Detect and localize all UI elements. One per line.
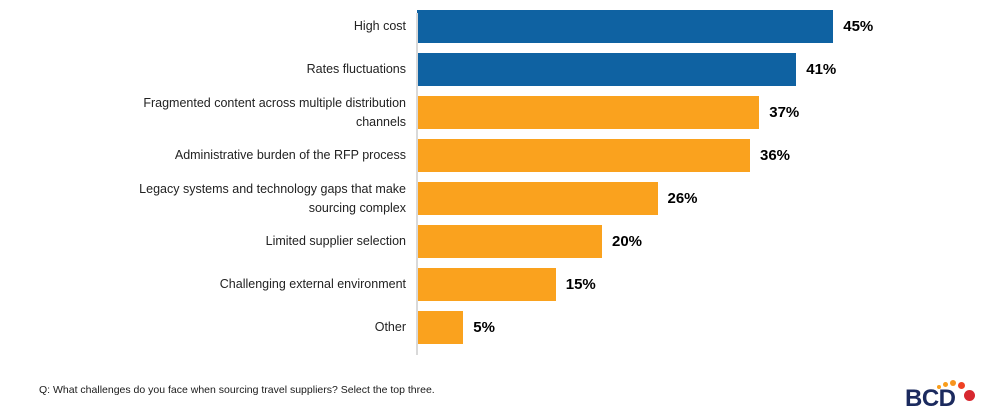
chart-row: Legacy systems and technology gaps that … [0, 177, 985, 220]
value-label: 20% [612, 233, 643, 250]
logo-dot-icon [958, 382, 965, 389]
category-label: Legacy systems and technology gaps that … [139, 181, 406, 215]
bar [417, 182, 658, 215]
logo-dot-icon [950, 380, 956, 386]
bar [417, 10, 834, 43]
chart-row: Administrative burden of the RFP process… [0, 134, 985, 177]
chart-row: High cost 45% [0, 5, 985, 48]
category-label: Limited supplier selection [265, 234, 406, 248]
logo-dot-icon [963, 390, 975, 401]
chart-row: Rates fluctuations 41% [0, 48, 985, 91]
logo-dot-icon [937, 385, 941, 389]
category-label: Administrative burden of the RFP process [174, 148, 406, 162]
chart-row: Limited supplier selection 20% [0, 220, 985, 263]
bcd-logo-text: BCD [905, 385, 956, 412]
axis-line [416, 13, 418, 355]
category-label: Rates fluctuations [306, 62, 406, 76]
survey-question: Q: What challenges do you face when sour… [39, 384, 435, 396]
logo-dot-icon [943, 382, 948, 387]
category-label: High cost [353, 19, 406, 33]
bar [417, 225, 602, 258]
category-label: Fragmented content across multiple distr… [143, 95, 406, 129]
value-label: 15% [565, 276, 596, 293]
value-label: 37% [769, 104, 800, 121]
bar [417, 139, 750, 172]
chart-row: Challenging external environment 15% [0, 263, 985, 306]
value-label: 41% [806, 61, 837, 78]
value-label: 36% [760, 147, 791, 164]
bar [417, 311, 464, 344]
value-label: 45% [843, 18, 874, 35]
chart-row: Other 5% [0, 306, 985, 349]
bar [417, 268, 556, 301]
category-label: Challenging external environment [219, 277, 406, 291]
category-label: Other [374, 320, 406, 334]
bar-chart: High cost 45% Rates fluctuations 41% Fra… [0, 5, 985, 355]
bar-rows: High cost 45% Rates fluctuations 41% Fra… [0, 5, 985, 349]
value-label: 26% [667, 190, 698, 207]
bcd-logo: BCD [903, 376, 983, 412]
bar [417, 96, 760, 129]
value-label: 5% [473, 319, 495, 336]
bar [417, 53, 797, 86]
chart-row: Fragmented content across multiple distr… [0, 91, 985, 134]
